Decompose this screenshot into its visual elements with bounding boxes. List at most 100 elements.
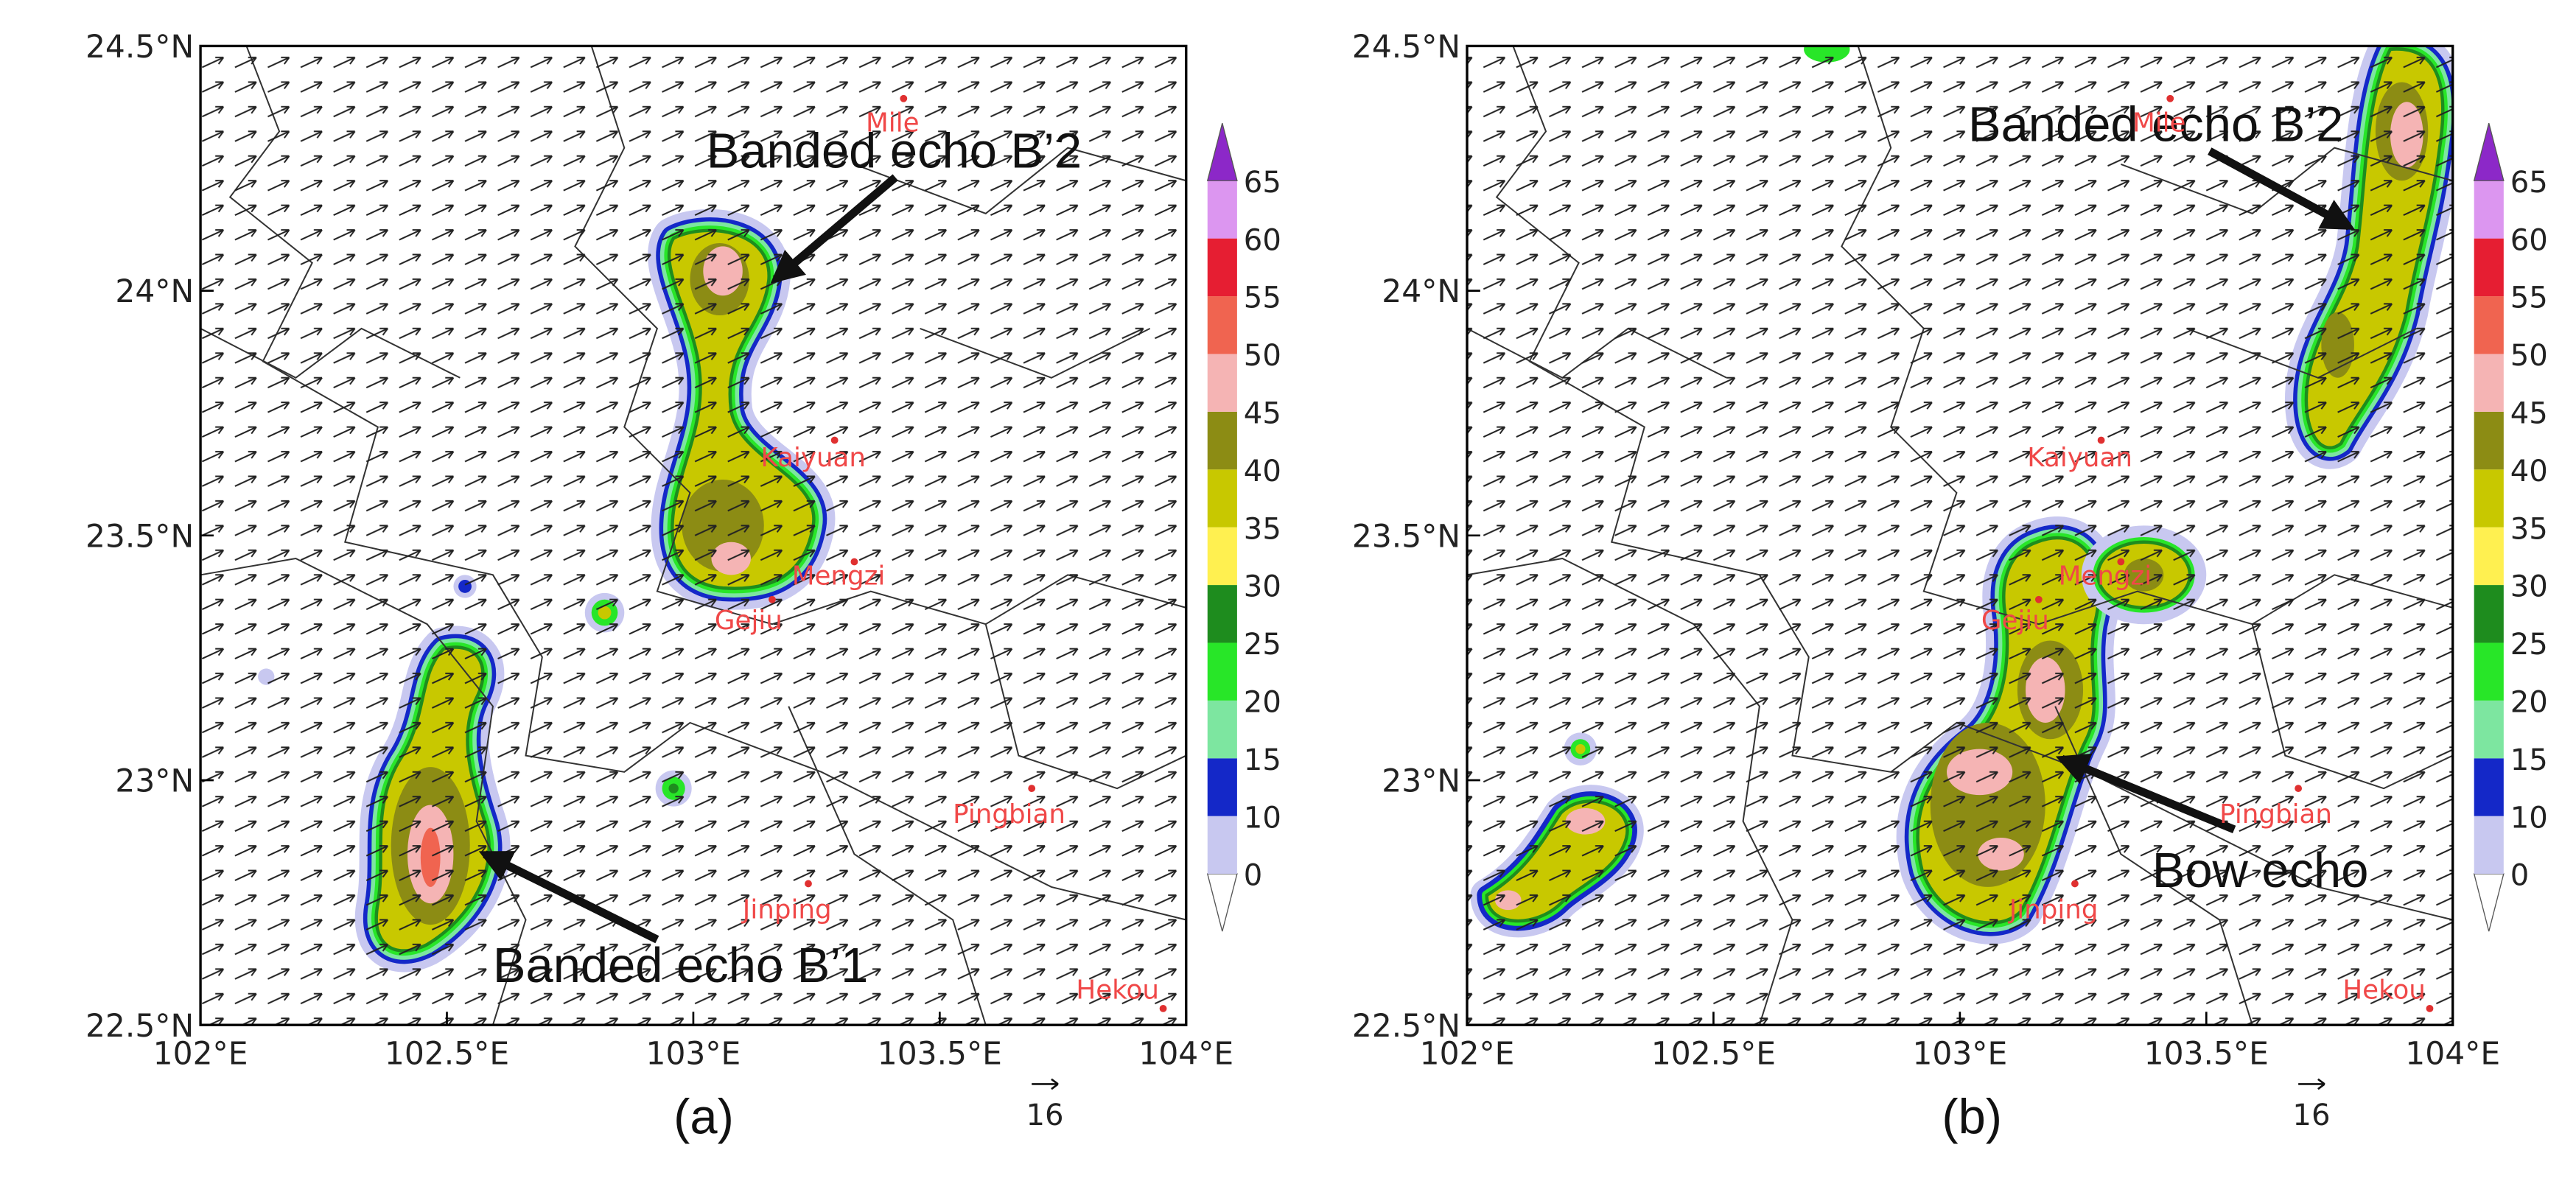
city-label: Hekou [2342,975,2426,1006]
city-label: Pingbian [2219,799,2332,830]
colorbar-label: 50 [2510,339,2548,373]
city-label: Gejiu [715,606,783,636]
colorbar-segment [1207,181,1237,239]
colorbar-segment [2474,411,2504,470]
colorbar-segment [1207,527,1237,586]
x-tick-label: 103.5°E [2144,1036,2269,1072]
city-dot [850,558,858,566]
colorbar-segment [2474,527,2504,586]
colorbar-triangle [2473,873,2505,932]
y-tick-label: 24.5°N [1352,29,1460,65]
city-dot [769,595,776,603]
map-b [1467,46,2453,1026]
city-dot [900,94,908,102]
colorbar-segment [2474,469,2504,528]
colorbar-segment [1207,411,1237,470]
y-tick-label: 23.5°N [85,518,194,554]
colorbar-segment [2474,816,2504,875]
colorbar-label: 35 [1244,512,1281,546]
city-label: Kaiyuan [2027,443,2132,473]
annotation-arrow [2055,753,2236,834]
colorbar-label: 15 [1244,743,1281,777]
x-tick-label: 102.5°E [385,1036,509,1072]
colorbar-segment [1207,354,1237,412]
colorbar-triangle [2473,123,2505,181]
city-label: Gejiu [1981,606,2049,636]
colorbar-segment [1207,758,1237,816]
colorbar-label: 60 [2510,223,2548,257]
vector-reference: 16 [2292,1098,2330,1132]
colorbar-label: 55 [1244,281,1281,315]
colorbar-segment [1207,585,1237,643]
colorbar-label: 55 [2510,281,2548,315]
city-label: Hekou [1076,975,1159,1006]
y-tick-label: 22.5°N [1352,1008,1460,1044]
x-tick-label: 102°E [153,1036,248,1072]
city-dot [2034,595,2043,603]
city-label: Mile [2132,108,2186,138]
city-dot [2117,558,2125,566]
city-dot [2295,785,2303,793]
city-label: Kaiyuan [760,443,866,473]
city-dot [2097,436,2105,444]
annotation: Bow echo [2152,843,2369,898]
annotation-arrow [478,850,659,944]
city-label: Mile [866,108,920,138]
colorbar-segment [1207,642,1237,701]
vector-reference-arrow [2298,1078,2325,1090]
city-label: Mengzi [792,561,886,592]
colorbar-segment [2474,642,2504,701]
colorbar-segment [1207,700,1237,759]
x-tick-label: 102°E [1420,1036,1515,1072]
city-dot [2071,880,2079,888]
colorbar-label: 20 [1244,685,1281,719]
colorbar-label: 25 [1244,628,1281,662]
city-dot [805,880,812,888]
colorbar-label: 15 [2510,743,2548,777]
colorbar-segment [2474,758,2504,816]
colorbar-label: 65 [2510,166,2548,200]
colorbar-triangle [1206,873,1238,932]
city-label: Jinping [741,894,832,925]
colorbar-segment [2474,238,2504,297]
colorbar-label: 50 [1244,339,1281,373]
colorbar-label: 45 [2510,396,2548,430]
colorbar-label: 30 [1244,570,1281,604]
colorbar-segment [2474,354,2504,412]
y-tick-label: 23°N [115,763,194,799]
city-dot [2166,94,2174,102]
colorbar-segment [1207,816,1237,875]
map-a [200,46,1186,1026]
city-label: Pingbian [953,799,1065,830]
annotation: Banded echo B’1 [493,938,868,993]
colorbar-label: 65 [1244,166,1281,200]
colorbar-segment [1207,469,1237,528]
vector-reference: 16 [1026,1098,1064,1132]
colorbar-label: 0 [1244,859,1263,893]
city-label: Mengzi [2059,561,2152,592]
annotation-arrow [2208,147,2356,231]
city-label: Jinping [2008,894,2099,925]
colorbar-triangle [1206,123,1238,181]
city-dot [1028,785,1036,793]
annotation: Banded echo B’2 [707,123,1082,178]
y-tick-label: 23.5°N [1352,518,1460,554]
y-tick-label: 24°N [1382,273,1460,309]
colorbar-segment [2474,296,2504,354]
colorbar-segment [1207,296,1237,354]
city-dot [1159,1004,1167,1012]
colorbar-label: 30 [2510,570,2548,604]
x-tick-label: 102.5°E [1651,1036,1776,1072]
annotation: Banded echo B’2 [1968,97,2343,153]
colorbar-segment [2474,585,2504,643]
colorbar-label: 25 [2510,628,2548,662]
x-tick-label: 104°E [2405,1036,2500,1072]
colorbar-label: 40 [2510,455,2548,488]
y-tick-label: 24.5°N [85,29,194,65]
colorbar-label: 40 [1244,455,1281,488]
colorbar-segment [2474,181,2504,239]
colorbar-label: 0 [2510,859,2530,893]
city-dot [830,436,839,444]
x-tick-label: 103.5°E [878,1036,1002,1072]
y-tick-label: 23°N [1382,763,1460,799]
